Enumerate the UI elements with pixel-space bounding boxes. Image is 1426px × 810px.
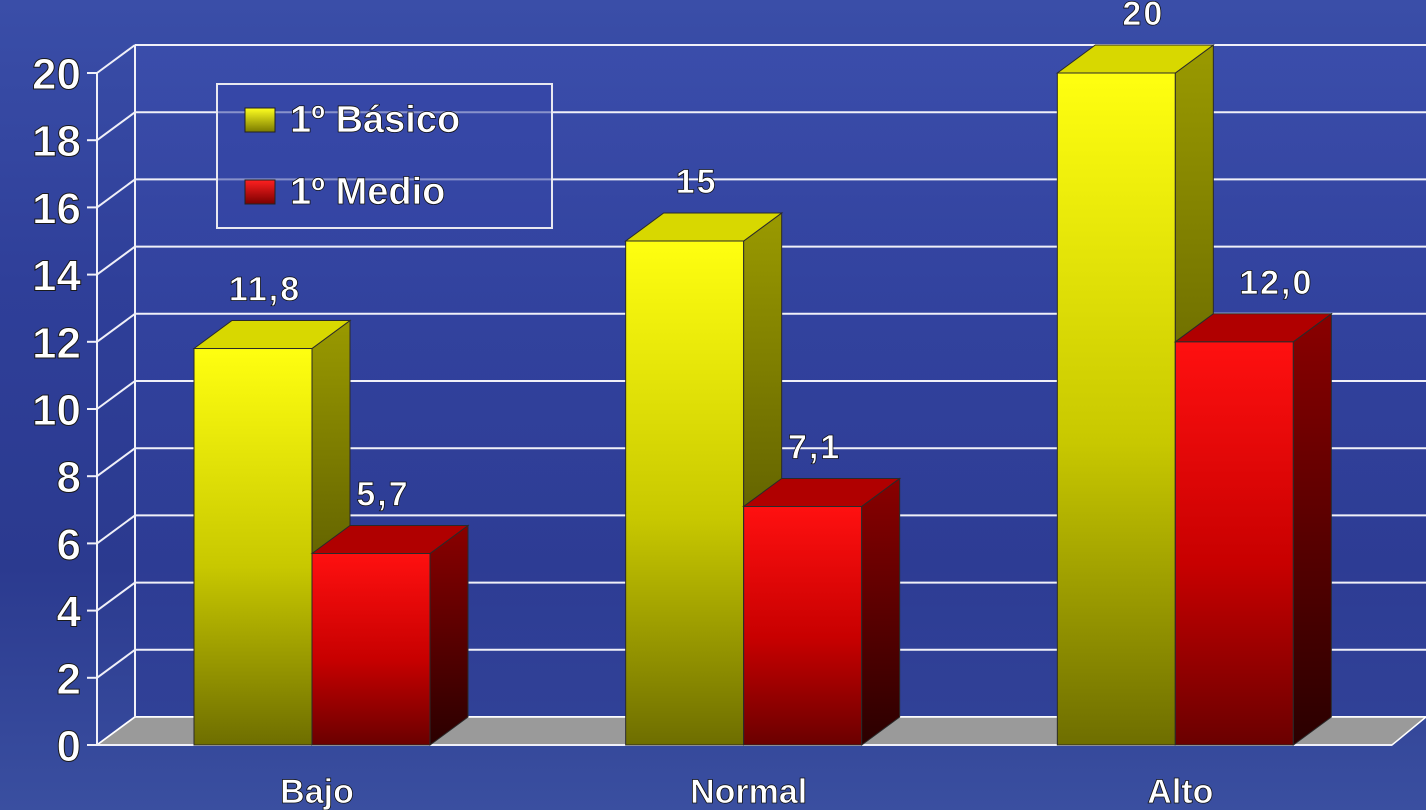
bar-top-medio-bajo	[310, 524, 470, 554]
bar-top-basico-alto	[1055, 44, 1215, 74]
y-tick-label: 0	[57, 722, 81, 771]
bar-top-basico-bajo	[192, 320, 352, 350]
y-tick-label: 8	[57, 453, 81, 502]
gridline-side	[96, 380, 136, 410]
y-tick-label: 2	[57, 655, 81, 704]
data-label-medio-bajo: 5,7	[356, 475, 409, 513]
bars	[192, 44, 1333, 746]
y-tick-label: 12	[32, 319, 81, 368]
y-tick-label: 6	[57, 520, 81, 569]
bar-medio-normal	[743, 505, 863, 746]
gridline-side	[96, 178, 136, 209]
data-label-medio-normal: 7,1	[788, 428, 841, 466]
bar-side-medio-alto	[1292, 312, 1332, 746]
x-category-label-alto: Alto	[1147, 773, 1213, 810]
gridline-side	[96, 111, 136, 142]
legend-label-medio: 1º Medio	[290, 171, 445, 213]
legend-swatch-basico	[244, 107, 276, 133]
y-axis: 0 2 4 6 8 10 12 14 16 18 20	[32, 45, 1392, 772]
y-tick-label: 4	[57, 588, 82, 637]
gridline-side	[96, 44, 136, 74]
gridline-side	[96, 312, 136, 343]
data-label-medio-alto: 12,0	[1239, 264, 1313, 302]
x-category-label-normal: Normal	[690, 773, 807, 810]
bar-top-basico-normal	[624, 212, 784, 242]
y-tick-label: 20	[32, 50, 81, 99]
x-category-label-bajo: Bajo	[280, 773, 354, 810]
y-tick-label: 16	[32, 184, 81, 233]
data-labels: 11,8 5,7 15 7,1 20 12,0	[228, 0, 1313, 514]
legend-swatch-medio	[244, 179, 276, 205]
gridline-side	[96, 447, 136, 478]
legend-label-basico: 1º Básico	[290, 99, 460, 141]
bar-medio-alto	[1174, 341, 1294, 746]
data-label-basico-bajo: 11,8	[229, 271, 301, 309]
bar-side-medio-bajo	[429, 524, 469, 746]
bar-basico-bajo	[193, 348, 313, 746]
y-tick-label: 14	[32, 252, 81, 301]
data-label-basico-alto: 20	[1122, 0, 1164, 33]
data-label-basico-normal: 15	[676, 163, 718, 201]
legend: 1º Básico 1º Medio	[216, 83, 553, 229]
y-tick-label: 18	[32, 117, 81, 166]
gridline-side	[96, 514, 136, 545]
bar-basico-normal	[625, 240, 745, 746]
bar-top-medio-alto	[1173, 313, 1333, 343]
y-tick-label: 10	[32, 386, 81, 435]
bar-side-medio-normal	[861, 477, 901, 746]
gridline-side	[96, 245, 136, 276]
bar-medio-bajo	[311, 552, 431, 746]
bar-top-medio-normal	[742, 477, 902, 507]
bar-basico-alto	[1056, 72, 1176, 746]
x-axis-labels: Bajo Normal Alto	[280, 773, 1214, 810]
gridline-side	[96, 648, 136, 679]
gridline-side	[96, 581, 136, 612]
